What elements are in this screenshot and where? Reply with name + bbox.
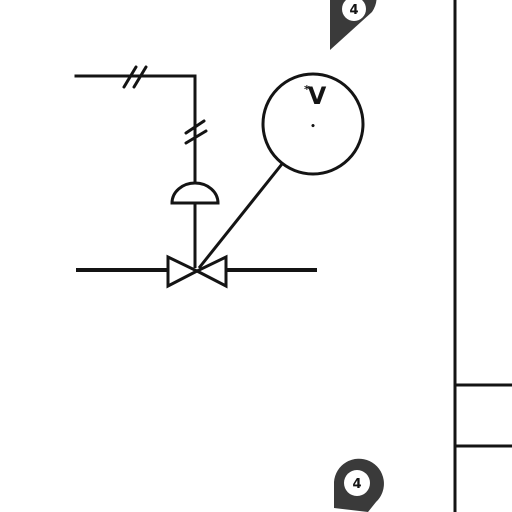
location-pin-icon[interactable]: 4 [330,0,377,50]
instrument-tag-letter: V [308,82,327,110]
instrument-tag-suffix: • [310,122,316,132]
hash-mark [184,129,208,145]
valve-left-triangle [166,254,201,289]
hash-mark [184,119,206,135]
top-marker-label: 4 [349,3,358,18]
bottom-marker-label: 4 [352,477,361,492]
valve-right-triangle [193,254,228,289]
hash-mark [132,65,148,89]
instrument-tag-prefix: * [304,83,310,96]
signal-line-path [74,74,197,185]
hash-mark [122,65,138,89]
electric-signal-hash-icon [122,65,208,145]
instrument-bubble-icon: * V • [261,72,365,176]
instrument-circle [261,72,365,176]
diaphragm-actuator-icon [170,181,220,268]
instrument-connection-line [197,163,284,269]
bottom-marker-center [344,470,370,496]
location-pin-icon[interactable]: 4 [334,458,384,512]
top-marker-center [342,0,366,21]
drawing-border [453,0,512,512]
actuator-dome [170,181,220,205]
signal-line [74,74,197,185]
gate-valve-icon [166,254,228,289]
